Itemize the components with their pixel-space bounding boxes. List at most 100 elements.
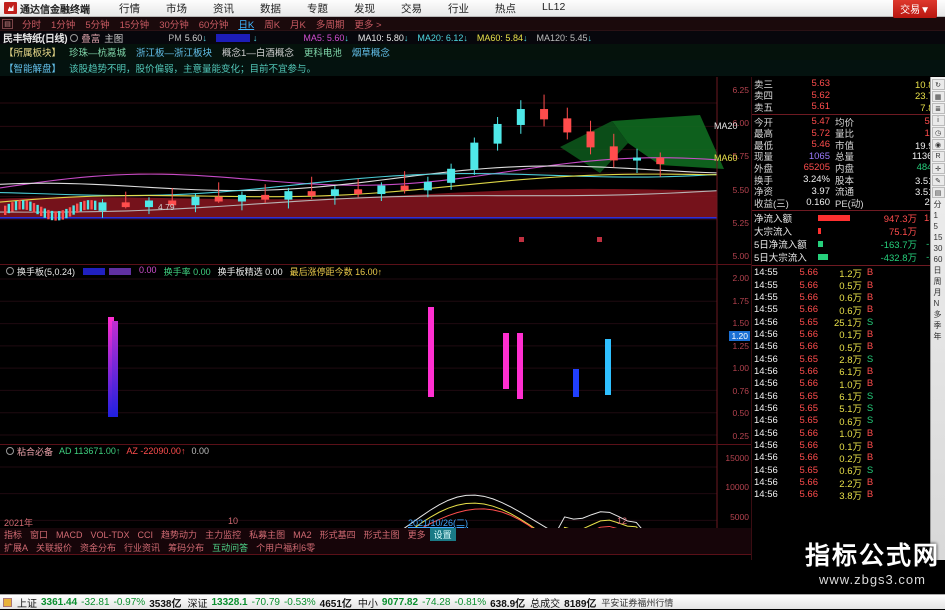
fn-button-1[interactable]: 窗口 — [30, 530, 49, 540]
period-button-0[interactable]: 分时 — [22, 19, 42, 31]
menu-item-7[interactable]: 行业 — [448, 2, 469, 15]
index-group-0[interactable]: 上证 3361.44 -32.81 -0.97% 3538亿 — [17, 595, 181, 610]
tick-row[interactable]: 14:565.660.1万B2 — [752, 328, 945, 342]
period-button-4[interactable]: 30分钟 — [159, 19, 189, 31]
tick-row[interactable]: 14:565.652.8万S3 — [752, 353, 945, 367]
ext-button-4[interactable]: 筹码分布 — [168, 543, 205, 553]
gear-icon[interactable] — [70, 33, 79, 42]
stock-name[interactable]: 民丰特纸(日线) — [3, 34, 68, 45]
sector-chip-4[interactable]: 烟草概念 — [351, 48, 390, 59]
period-button-10[interactable]: 更多 > — [354, 19, 382, 31]
sector-chip-1[interactable]: 浙江板—浙江板块 — [136, 48, 213, 59]
period-button-7[interactable]: 周K — [264, 19, 281, 31]
ad-title[interactable]: 粘合必备 — [17, 446, 54, 457]
info-icon[interactable]: i — [931, 115, 945, 126]
order-book-row[interactable]: 卖三 5.63 10.8万 — [752, 78, 945, 91]
side-period-1[interactable]: 1 — [933, 211, 938, 220]
tick-row[interactable]: 14:555.660.5万B7 — [752, 279, 945, 293]
fn-button-9[interactable]: 形式基四 — [319, 530, 356, 540]
kline-pane[interactable]: 6.25 6.00 5.75 5.50 5.25 5.00 4.79 MA20 MA60 — [0, 77, 751, 265]
calendar-icon[interactable]: ▤ — [931, 187, 945, 198]
side-period-月[interactable]: 月 — [933, 288, 942, 297]
tick-row[interactable]: 14:565.662.2万B5 — [752, 476, 945, 490]
period-button-3[interactable]: 15分钟 — [119, 19, 150, 31]
overlay-mode-label[interactable]: 叠富 — [81, 33, 101, 45]
turnover-indicator-pane[interactable]: 换手板(5,0.24) 0.00 换手率 0.00 换手板精选 0.00 最后涨停距今… — [0, 265, 751, 445]
period-button-2[interactable]: 5分钟 — [85, 19, 110, 31]
period-side-list[interactable]: 分 1 5 15 30 60 日周月 N 多季年 — [934, 199, 943, 342]
fn-button-7[interactable]: 私募主图 — [249, 530, 286, 540]
trade-button[interactable]: 交易▼ — [893, 0, 937, 18]
order-book-row[interactable]: 卖五 5.617.8万 — [752, 101, 945, 114]
fn-settings-button[interactable]: 设置 — [429, 528, 456, 541]
ext-button-6[interactable]: 个用户福利6零 — [256, 543, 316, 553]
period-button-8[interactable]: 月K — [290, 19, 306, 31]
fn-button-4[interactable]: CCI — [137, 529, 154, 540]
menu-item-0[interactable]: 行情 — [119, 2, 140, 15]
tick-row[interactable]: 14:565.666.1万B5 — [752, 365, 945, 379]
fn-button-11[interactable]: 更多 — [407, 530, 426, 540]
tick-row[interactable]: 14:565.656.1万S4 — [752, 390, 945, 404]
tick-row[interactable]: 14:555.660.6万B3 — [752, 304, 945, 317]
index-group-1[interactable]: 深证 13328.1 -70.79 -0.53% 4651亿 — [187, 595, 351, 610]
turnover-canvas[interactable] — [0, 265, 751, 445]
globe-icon[interactable]: ◉ — [931, 139, 945, 150]
fn-button-10[interactable]: 形式主图 — [363, 530, 400, 540]
order-book-row[interactable]: 卖四 5.62 23.7万 — [752, 90, 945, 103]
tick-row[interactable]: 14:565.660.2万B2 — [752, 452, 945, 465]
chart-icon[interactable]: ▦ — [931, 91, 945, 102]
side-period-年[interactable]: 年 — [933, 332, 942, 341]
side-period-多[interactable]: 多 — [933, 310, 942, 319]
main-chart-label[interactable]: 主图 — [104, 33, 124, 45]
side-period-60[interactable]: 60 — [933, 255, 943, 264]
menu-item-4[interactable]: 专题 — [307, 2, 328, 15]
fn-button-0[interactable]: 指标 — [4, 530, 23, 540]
menu-item-5[interactable]: 发现 — [354, 2, 375, 15]
ext-button-1[interactable]: 关联报价 — [36, 543, 73, 553]
period-button-1[interactable]: 1分钟 — [51, 19, 76, 31]
fn-button-2[interactable]: MACD — [56, 529, 83, 540]
menu-item-6[interactable]: 交易 — [401, 2, 422, 15]
status-grid-icon[interactable] — [3, 597, 12, 607]
menu-item-1[interactable]: 市场 — [166, 2, 187, 15]
tick-row[interactable]: 14:555.660.6万B2 — [752, 291, 945, 305]
clock-icon[interactable]: ◷ — [931, 127, 945, 138]
refresh-icon[interactable]: ↻ — [931, 79, 945, 90]
menu-item-9[interactable]: LL12 — [542, 0, 566, 13]
fn-button-8[interactable]: MA2 — [293, 529, 312, 540]
side-period-N[interactable]: N — [933, 299, 940, 308]
side-period-季[interactable]: 季 — [933, 321, 942, 330]
side-period-分[interactable]: 分 — [933, 200, 942, 209]
ext-button-0[interactable]: 扩展A — [4, 543, 29, 553]
menu-item-2[interactable]: 资讯 — [213, 2, 234, 15]
tick-row[interactable]: 14:565.650.6万S3 — [752, 415, 945, 428]
period-button-9[interactable]: 多周期 — [315, 19, 345, 31]
side-period-日[interactable]: 日 — [933, 266, 942, 275]
sector-chip-3[interactable]: 更科电池 — [303, 48, 342, 59]
pane-gear-icon-2[interactable] — [6, 447, 14, 455]
tick-table[interactable]: 14:555.661.2万B114:555.660.5万B714:555.660… — [752, 267, 945, 502]
ext-button-5[interactable]: 互动问答 — [212, 543, 249, 553]
sector-chip-2[interactable]: 概念1—白酒概念 — [222, 48, 294, 59]
right-tool-strip[interactable]: ↻ ▦ ≣ i ◷ ◉ R ✛ ✎ ▤ 分 1 5 15 30 60 日周月 N 多季年 — [930, 77, 945, 560]
sector-chip-0[interactable]: 珍珠—杭嘉城 — [69, 48, 127, 59]
period-button-5[interactable]: 60分钟 — [198, 19, 229, 31]
fn-button-5[interactable]: 趋势动力 — [161, 530, 198, 540]
side-period-5[interactable]: 5 — [933, 222, 938, 231]
compass-icon[interactable]: ✛ — [931, 163, 945, 174]
kline-canvas[interactable] — [0, 77, 751, 265]
pane-gear-icon[interactable] — [6, 267, 14, 275]
pen-icon[interactable]: ✎ — [931, 175, 945, 186]
index-group-2[interactable]: 中小 9077.82 -74.28 -0.81% 638.9亿 — [358, 595, 525, 610]
turnover-title[interactable]: 换手板(5,0.24) — [17, 266, 76, 277]
fn-button-6[interactable]: 主力监控 — [205, 530, 242, 540]
news-icon[interactable]: ≣ — [931, 103, 945, 114]
ext-button-3[interactable]: 行业资讯 — [124, 543, 161, 553]
menu-item-8[interactable]: 热点 — [495, 2, 516, 15]
